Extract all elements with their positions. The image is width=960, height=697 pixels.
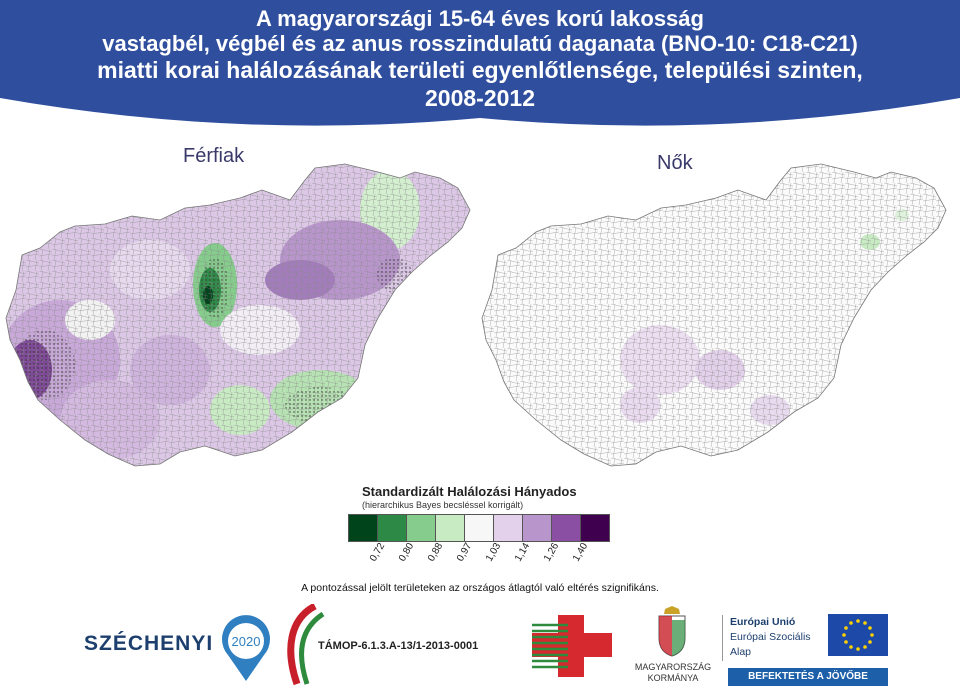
szechenyi-2020-logo: 2020	[222, 615, 270, 681]
legend-color-scale	[348, 514, 610, 542]
hungary-coat-of-arms-icon	[658, 606, 686, 657]
legend-swatch	[407, 515, 436, 541]
logo-divider	[722, 615, 723, 661]
legend-swatch	[436, 515, 465, 541]
map-label-men: Férfiak	[183, 145, 245, 167]
legend-tick: 1,40	[571, 541, 591, 564]
eu-fund-text: Európai Unió Európai Szociális Alap	[730, 615, 811, 660]
health-cross-logo	[532, 615, 612, 677]
title-line-2: vastagbél, végbél és az anus rosszindula…	[102, 31, 858, 56]
map-label-women: Nők	[657, 152, 693, 174]
legend-swatch	[552, 515, 581, 541]
legend-swatch	[378, 515, 407, 541]
title-line-4: 2008-2012	[425, 85, 535, 111]
eu-line-2: Európai Szociális	[730, 631, 811, 643]
government-line-2: KORMÁNYA	[647, 673, 699, 683]
significance-footnote: A pontozással jelölt területeken az orsz…	[301, 582, 659, 594]
legend-subtitle: (hierarchikus Bayes becsléssel korrigált…	[362, 500, 524, 510]
legend-swatch	[349, 515, 378, 541]
government-label: MAGYARORSZÁG KORMÁNYA	[628, 662, 718, 684]
government-line-1: MAGYARORSZÁG	[634, 662, 712, 672]
eu-line-3: Alap	[730, 646, 752, 658]
title-line-1: A magyarországi 15-64 éves korú lakosság	[256, 6, 704, 31]
legend-tick: 1,14	[513, 541, 533, 564]
eu-flag-icon	[828, 614, 888, 656]
szechenyi-year: 2020	[232, 634, 261, 649]
map-men	[5, 163, 471, 467]
tamop-swirl-logo	[287, 604, 325, 686]
eu-line-1: Európai Unió	[730, 616, 796, 628]
legend-swatch	[523, 515, 552, 541]
legend-swatch	[494, 515, 523, 541]
legend-swatch	[581, 515, 609, 541]
tamop-code: TÁMOP-6.1.3.A-13/1-2013-0001	[318, 640, 479, 652]
title-line-3: miatti korai halálozásának területi egye…	[97, 57, 863, 83]
legend-tick: 0,97	[455, 541, 475, 564]
legend-tick: 1,26	[542, 541, 562, 564]
maps-area	[5, 163, 947, 467]
szechenyi-logo-text: SZÉCHENYI	[84, 632, 214, 655]
eu-slogan-banner: BEFEKTETÉS A JÖVŐBE	[728, 668, 888, 686]
legend-swatch	[465, 515, 494, 541]
legend-tick: 0,72	[368, 541, 388, 564]
map-women	[481, 163, 947, 467]
legend-title: Standardizált Halálozási Hányados	[362, 484, 577, 499]
title-banner	[0, 0, 960, 126]
legend-tick: 1,03	[484, 541, 504, 564]
page-title: A magyarországi 15-64 éves korú lakosság…	[0, 6, 960, 112]
legend-tick: 0,80	[397, 541, 417, 564]
legend-tick: 0,88	[426, 541, 446, 564]
